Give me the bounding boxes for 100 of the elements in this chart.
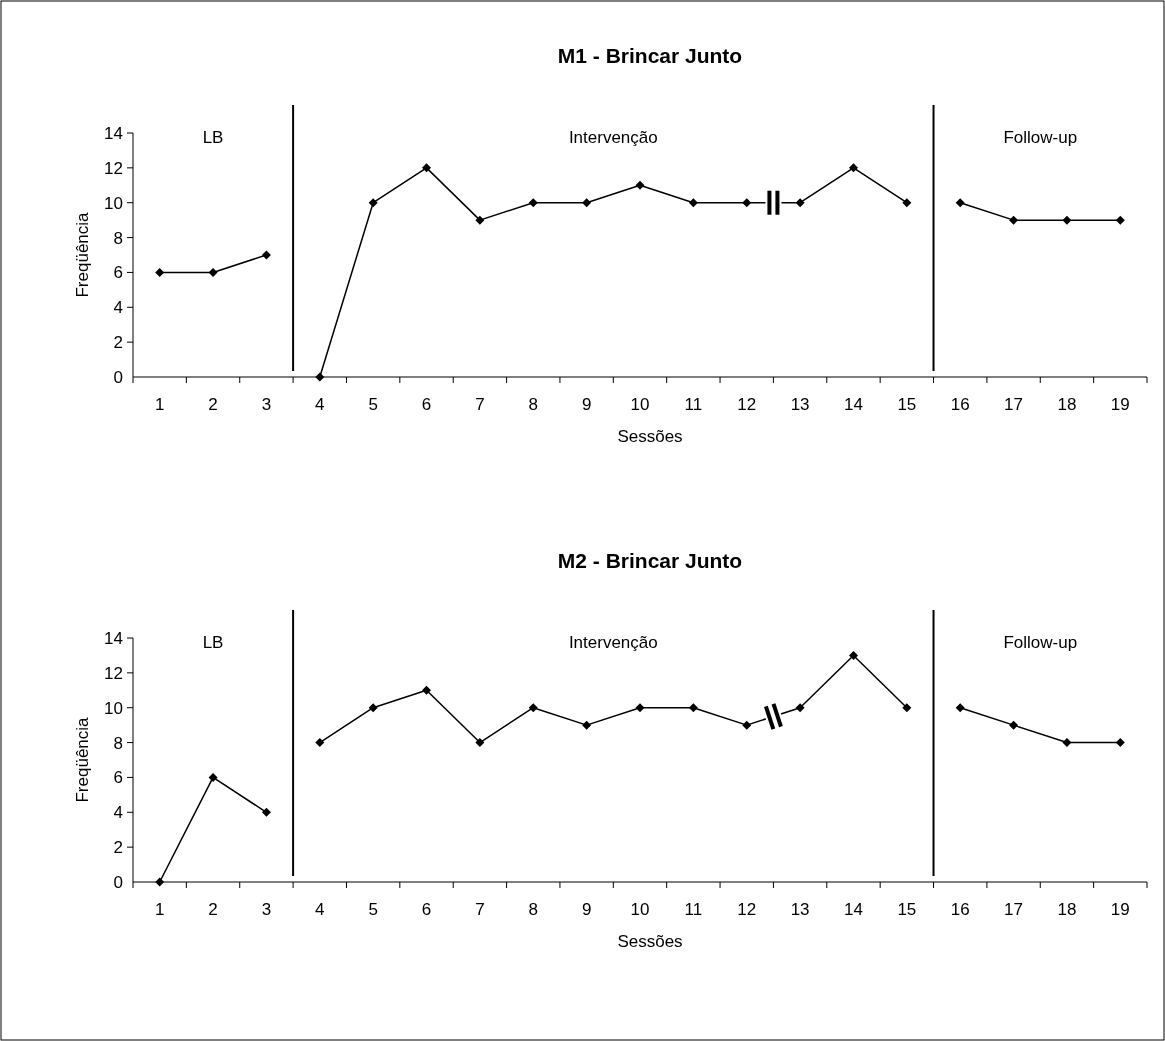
point (848, 650, 858, 660)
point (742, 198, 752, 208)
point (368, 703, 378, 713)
x-tick-label: 11 (684, 900, 703, 919)
x-tick-label: 13 (790, 395, 810, 414)
x-tick-label: 16 (950, 395, 970, 414)
point (635, 180, 645, 190)
y-tick-label: 12 (104, 663, 123, 683)
point (475, 215, 485, 225)
x-tick-label: 19 (1110, 395, 1130, 414)
point (1062, 738, 1072, 748)
point (475, 738, 485, 748)
x-tick-label: 8 (528, 395, 538, 414)
x-tick-label: 11 (684, 395, 703, 414)
x-tick-label: 1 (154, 395, 165, 414)
x-tick-label: 2 (208, 900, 218, 919)
point (955, 703, 965, 713)
y-tick-label: 8 (113, 733, 123, 753)
x-tick-label: 15 (897, 395, 917, 414)
point (795, 703, 805, 713)
x-tick-label: 12 (737, 395, 757, 414)
point (315, 738, 325, 748)
x-tick-label: 5 (368, 900, 378, 919)
chart-title: M2 - Brincar Junto (557, 549, 743, 572)
point (422, 685, 432, 695)
x-tick-label: 8 (528, 900, 538, 919)
x-tick-label: 7 (475, 900, 485, 919)
point (1115, 738, 1125, 748)
annotation: LB (202, 128, 224, 147)
x-axis-title: Sessões (617, 932, 683, 951)
x-tick-label: 9 (581, 395, 592, 414)
point (208, 772, 218, 782)
x-tick-label: 16 (950, 900, 970, 919)
point (155, 267, 165, 277)
x-tick-label: 2 (208, 395, 218, 414)
point (208, 267, 218, 277)
annotation: Follow-up (1003, 633, 1078, 652)
point (902, 703, 912, 713)
y-tick-label: 2 (113, 333, 123, 353)
point (261, 807, 271, 817)
point (1115, 215, 1125, 225)
x-tick-label: 3 (261, 900, 272, 919)
point (742, 720, 752, 730)
point (902, 198, 912, 208)
point (261, 250, 271, 260)
y-tick-label: 4 (113, 298, 123, 318)
point (368, 198, 378, 208)
x-tick-label: 12 (737, 900, 757, 919)
y-tick-label: 0 (113, 872, 123, 892)
point (155, 877, 165, 887)
x-tick-label: 14 (844, 900, 863, 919)
point (635, 703, 645, 713)
annotation: Intervenção (568, 128, 658, 147)
point (688, 198, 698, 208)
point (955, 198, 965, 208)
x-tick-label: 17 (1004, 395, 1024, 414)
x-tick-label: 10 (630, 395, 650, 414)
x-tick-label: 3 (261, 395, 272, 414)
x-axis-title: Sessões (617, 427, 683, 446)
y-tick-label: 14 (104, 628, 123, 648)
x-tick-label: 17 (1004, 900, 1024, 919)
x-tick-label: 4 (315, 900, 325, 919)
x-tick-label: 6 (421, 900, 432, 919)
point (582, 720, 592, 730)
x-tick-label: 1 (154, 900, 165, 919)
point (528, 198, 538, 208)
annotation: Follow-up (1003, 128, 1078, 147)
y-tick-label: 4 (113, 803, 123, 823)
x-tick-label: 5 (368, 395, 378, 414)
y-axis-title: Freqüência (73, 716, 92, 803)
y-tick-label: 8 (113, 228, 123, 248)
point (315, 372, 325, 382)
y-tick-label: 10 (104, 698, 123, 718)
y-tick-label: 10 (104, 193, 123, 213)
point (422, 163, 432, 173)
point (1009, 720, 1019, 730)
point (1009, 215, 1019, 225)
y-tick-label: 14 (104, 123, 123, 143)
y-tick-label: 6 (113, 263, 123, 283)
x-tick-label: 18 (1057, 395, 1077, 414)
point (688, 703, 698, 713)
y-tick-label: 2 (113, 838, 123, 858)
x-tick-label: 14 (844, 395, 863, 414)
y-axis-title: Freqüência (73, 211, 92, 298)
y-tick-label: 12 (104, 158, 123, 178)
x-tick-label: 18 (1057, 900, 1077, 919)
x-tick-label: 13 (790, 900, 810, 919)
point (1062, 215, 1072, 225)
x-tick-label: 19 (1110, 900, 1130, 919)
annotation: Intervenção (568, 633, 658, 652)
x-tick-label: 15 (897, 900, 917, 919)
y-tick-label: 0 (113, 367, 123, 387)
x-tick-label: 6 (421, 395, 432, 414)
x-tick-label: 10 (630, 900, 650, 919)
x-tick-label: 4 (315, 395, 325, 414)
x-tick-label: 9 (581, 900, 592, 919)
point (795, 198, 805, 208)
point (848, 163, 858, 173)
annotation: LB (202, 633, 224, 652)
y-tick-label: 6 (113, 768, 123, 788)
